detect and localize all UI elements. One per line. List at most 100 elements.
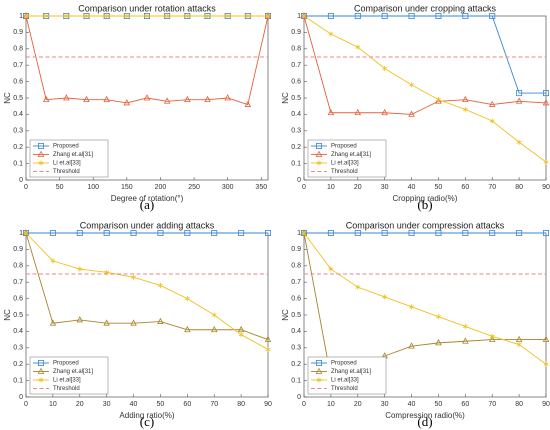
x-axis-label: Compression radio(%) xyxy=(385,411,465,420)
data-point xyxy=(409,304,415,310)
data-point xyxy=(328,31,334,37)
data-point xyxy=(327,108,335,116)
data-point xyxy=(543,229,550,236)
data-point xyxy=(205,13,210,19)
legend-marker xyxy=(315,150,323,157)
x-tick-label: 60 xyxy=(183,401,191,408)
x-tick-label: 20 xyxy=(76,401,84,408)
y-tick-label: 0 xyxy=(297,177,301,184)
data-point xyxy=(50,258,56,264)
x-tick-label: 20 xyxy=(354,401,362,408)
y-tick-label: 0.3 xyxy=(13,345,23,352)
legend-label: Proposed xyxy=(53,144,79,150)
data-point xyxy=(301,230,307,236)
y-tick-label: 0.9 xyxy=(13,246,23,253)
data-point xyxy=(435,12,442,19)
data-point xyxy=(163,97,171,104)
data-point xyxy=(542,335,550,343)
data-point xyxy=(245,13,251,19)
y-tick-label: 0.7 xyxy=(291,62,301,69)
data-point xyxy=(76,316,84,323)
x-axis-label: Cropping radio(%) xyxy=(393,194,458,203)
data-point xyxy=(63,94,70,101)
y-tick-label: 0.4 xyxy=(13,328,23,335)
y-tick-label: 0.9 xyxy=(13,29,23,36)
data-point xyxy=(327,229,334,236)
x-tick-label: 50 xyxy=(435,401,443,408)
y-tick-label: 0.3 xyxy=(13,128,23,135)
x-tick-label: 150 xyxy=(121,184,133,191)
x-tick-label: 50 xyxy=(435,184,443,191)
x-tick-label: 10 xyxy=(49,401,57,408)
x-tick-label: 30 xyxy=(103,401,111,408)
series-line xyxy=(304,15,546,94)
x-tick-label: 90 xyxy=(264,401,272,408)
legend-box xyxy=(307,139,387,178)
data-point xyxy=(488,335,496,343)
y-tick-label: 0.5 xyxy=(291,312,301,319)
x-tick-label: 50 xyxy=(56,184,64,191)
y-axis-label: NC xyxy=(3,309,12,321)
data-point xyxy=(265,346,271,353)
legend-label: Zhang et.al[31] xyxy=(53,152,93,158)
data-point xyxy=(42,95,50,103)
series-line xyxy=(303,15,547,115)
y-tick-label: 0.6 xyxy=(13,295,23,302)
data-point xyxy=(408,229,415,236)
data-point xyxy=(157,282,163,289)
y-tick-label: 0.6 xyxy=(291,295,301,302)
y-tick-label: 0 xyxy=(19,394,23,401)
legend-label: Li et.al[33] xyxy=(331,161,359,167)
data-point xyxy=(49,229,56,236)
legend-marker xyxy=(38,160,44,166)
legend-marker xyxy=(316,377,322,383)
data-point xyxy=(184,296,190,302)
data-point xyxy=(462,323,468,330)
x-axis-label: Adding ratio(%) xyxy=(119,411,174,420)
data-point xyxy=(355,284,361,290)
y-tick-label: 0.1 xyxy=(13,377,23,384)
data-point xyxy=(224,94,231,101)
y-tick-label: 0.3 xyxy=(291,345,301,352)
y-tick-label: 0.6 xyxy=(13,78,23,85)
data-point xyxy=(63,13,69,19)
legend-marker xyxy=(38,359,45,366)
caption: (a) xyxy=(140,197,154,212)
y-tick-label: 0.4 xyxy=(291,111,301,118)
data-point xyxy=(103,95,110,103)
y-tick-label: 0.1 xyxy=(291,377,301,384)
data-point xyxy=(408,12,415,19)
data-point xyxy=(157,229,164,236)
data-point xyxy=(83,95,90,103)
data-point xyxy=(462,12,469,19)
y-tick-label: 0.9 xyxy=(291,246,301,253)
data-point xyxy=(516,90,523,97)
legend-label: Threshold xyxy=(53,386,80,392)
data-point xyxy=(489,118,495,124)
x-tick-label: 0 xyxy=(24,184,28,191)
data-point xyxy=(542,99,550,106)
data-point xyxy=(211,312,217,318)
y-tick-label: 1 xyxy=(19,13,23,20)
data-point xyxy=(515,335,523,343)
data-point xyxy=(211,229,218,236)
data-point xyxy=(301,13,307,19)
y-tick-label: 0.5 xyxy=(13,312,23,319)
y-tick-label: 1 xyxy=(19,230,23,237)
data-point xyxy=(265,13,271,19)
chart-title: Comparison under adding attacks xyxy=(80,220,215,230)
legend-label: Li et.al[33] xyxy=(53,378,81,384)
data-point xyxy=(354,108,362,116)
y-tick-label: 0.7 xyxy=(13,279,23,286)
y-tick-label: 0 xyxy=(297,394,301,401)
data-point xyxy=(488,100,496,107)
y-tick-label: 0.8 xyxy=(13,263,23,270)
data-point xyxy=(103,319,110,326)
chart-title: Comparison under rotation attacks xyxy=(78,3,216,13)
caption: (c) xyxy=(140,414,154,429)
legend-marker xyxy=(38,377,44,383)
data-point xyxy=(408,110,415,117)
data-point xyxy=(225,13,231,19)
x-tick-label: 50 xyxy=(157,401,165,408)
x-tick-label: 70 xyxy=(488,401,496,408)
